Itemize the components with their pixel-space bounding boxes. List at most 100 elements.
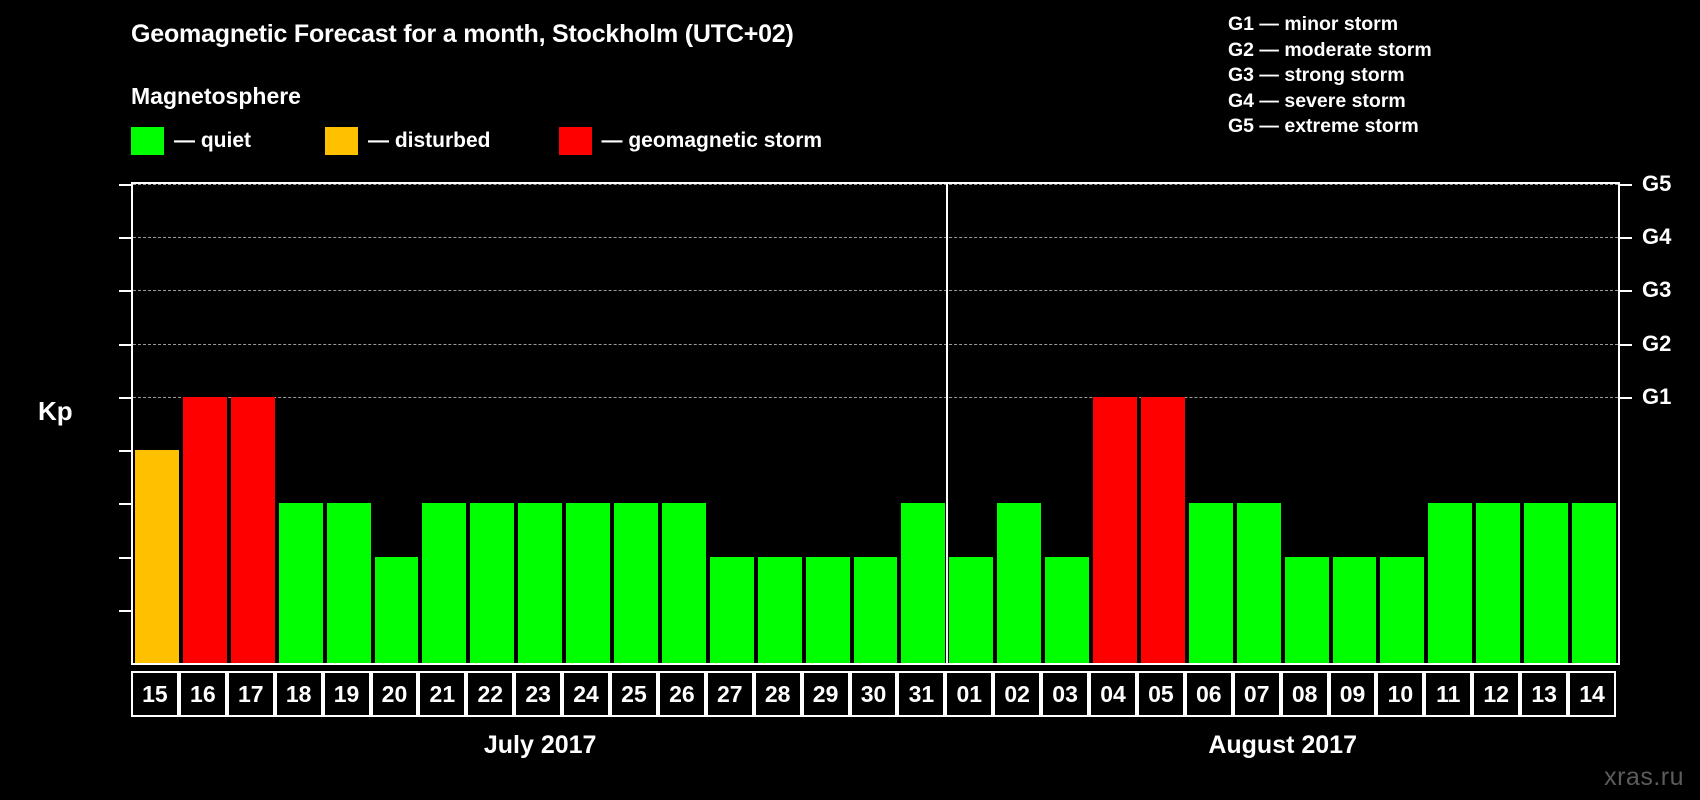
page-title: Geomagnetic Forecast for a month, Stockh… (131, 20, 794, 48)
gscale-line-g5: G5 — extreme storm (1228, 115, 1419, 137)
date-label-25[interactable]: 25 (610, 671, 658, 717)
date-label-21[interactable]: 21 (418, 671, 467, 717)
x-axis-date-labels: 15 16 17 18 19 20 21 22 23 24 25 26 27 28 29 30 31 01 02 03… (131, 671, 1620, 717)
magnetosphere-heading: Magnetosphere (131, 83, 301, 109)
g-tick-label-g1: G1 (1642, 383, 1672, 409)
bar-23[interactable] (518, 503, 563, 663)
bar-16[interactable] (182, 396, 227, 663)
date-label-29[interactable]: 29 (801, 671, 850, 717)
bar-27[interactable] (709, 556, 754, 663)
bar-02[interactable] (997, 503, 1042, 663)
chart-plot-area (131, 182, 1620, 665)
legend-item-storm: — geomagnetic storm (558, 126, 823, 156)
date-label-06[interactable]: 06 (1184, 671, 1233, 717)
gscale-line-g4: G4 — severe storm (1228, 89, 1406, 112)
bar-04[interactable] (1093, 396, 1137, 663)
date-label-20[interactable]: 20 (370, 671, 419, 717)
bar-24[interactable] (566, 503, 611, 663)
date-label-01[interactable]: 01 (945, 671, 994, 717)
date-label-26[interactable]: 26 (657, 671, 706, 717)
legend-item-disturbed: — disturbed (325, 126, 491, 156)
date-label-11[interactable]: 11 (1424, 671, 1473, 717)
y-tick-mark-2 (119, 556, 131, 559)
bar-09[interactable] (1332, 556, 1377, 663)
date-label-13[interactable]: 13 (1520, 671, 1569, 717)
date-label-15[interactable]: 15 (131, 671, 179, 717)
gscale-legend: G1 — minor storm G2 — moderate storm G3 … (1228, 12, 1432, 140)
date-label-18[interactable]: 18 (274, 671, 323, 717)
gridline-kp-7 (133, 290, 1618, 292)
bar-03[interactable] (1045, 556, 1090, 663)
date-label-31[interactable]: 31 (897, 671, 946, 717)
month-label-july: July 2017 (483, 731, 597, 759)
legend-label-storm: — geomagnetic storm (601, 129, 823, 152)
date-label-17[interactable]: 17 (226, 671, 275, 717)
bar-11[interactable] (1428, 503, 1473, 663)
g-tick-mark-g5 (1620, 184, 1632, 186)
bar-06[interactable] (1188, 503, 1233, 663)
g-tick-label-g4: G4 (1642, 224, 1672, 250)
bar-series (133, 184, 1618, 663)
bar-20[interactable] (374, 556, 419, 663)
site-watermark: xras.ru (1604, 763, 1684, 791)
bar-30[interactable] (853, 556, 898, 663)
date-label-02[interactable]: 02 (993, 671, 1042, 717)
bar-21[interactable] (422, 503, 467, 663)
g-tick-mark-g3 (1620, 290, 1632, 293)
bar-08[interactable] (1284, 556, 1329, 663)
date-label-12[interactable]: 12 (1472, 671, 1521, 717)
y-tick-mark-1 (119, 609, 131, 612)
date-label-03[interactable]: 03 (1041, 671, 1090, 717)
date-label-08[interactable]: 08 (1280, 671, 1329, 717)
bar-29[interactable] (805, 556, 850, 663)
legend-item-quiet: — quiet (131, 126, 251, 156)
bar-13[interactable] (1524, 503, 1569, 663)
gscale-line-g3: G3 — strong storm (1228, 64, 1405, 86)
bar-12[interactable] (1476, 503, 1521, 663)
date-label-09[interactable]: 09 (1328, 671, 1377, 717)
bar-05[interactable] (1140, 396, 1185, 663)
bar-22[interactable] (470, 503, 515, 663)
bar-31[interactable] (901, 503, 946, 663)
date-label-28[interactable]: 28 (753, 671, 802, 717)
bar-07[interactable] (1236, 503, 1281, 663)
date-label-19[interactable]: 19 (322, 671, 371, 717)
date-label-16[interactable]: 16 (178, 671, 227, 717)
g-tick-mark-g2 (1620, 343, 1632, 346)
bar-14[interactable] (1572, 503, 1616, 663)
date-label-05[interactable]: 05 (1136, 671, 1185, 717)
gscale-line-g1: G1 — minor storm (1228, 13, 1399, 35)
g-tick-label-g3: G3 (1642, 277, 1672, 303)
date-label-04[interactable]: 04 (1089, 671, 1137, 717)
magnetosphere-legend: — quiet — disturbed — geomagnetic storm (131, 126, 822, 156)
date-label-23[interactable]: 23 (514, 671, 563, 717)
bar-19[interactable] (326, 503, 371, 663)
g-tick-label-g2: G2 (1642, 330, 1672, 356)
gridline-kp-5 (133, 396, 1618, 398)
bar-28[interactable] (757, 556, 802, 663)
bar-01[interactable] (949, 556, 994, 663)
g-tick-mark-g4 (1620, 237, 1632, 240)
legend-swatch-quiet (131, 127, 164, 155)
date-label-30[interactable]: 30 (849, 671, 898, 717)
y-tick-mark-7 (119, 290, 131, 293)
date-label-07[interactable]: 07 (1232, 671, 1281, 717)
bar-17[interactable] (230, 396, 275, 663)
month-label-august: August 2017 (1208, 731, 1358, 759)
y-tick-mark-3 (119, 503, 131, 506)
gscale-line-g2: G2 — moderate storm (1228, 38, 1432, 61)
bar-26[interactable] (661, 503, 706, 663)
g-tick-label-g5: G5 (1642, 171, 1672, 196)
bar-10[interactable] (1380, 556, 1425, 663)
bar-15[interactable] (135, 450, 179, 663)
legend-label-disturbed: — disturbed (368, 129, 491, 152)
date-label-22[interactable]: 22 (466, 671, 515, 717)
date-label-27[interactable]: 27 (705, 671, 754, 717)
y-tick-mark-9 (119, 184, 131, 186)
date-label-10[interactable]: 10 (1376, 671, 1425, 717)
date-label-14[interactable]: 14 (1568, 671, 1616, 717)
date-label-24[interactable]: 24 (562, 671, 611, 717)
legend-label-quiet: — quiet (174, 129, 251, 152)
bar-25[interactable] (614, 503, 658, 663)
bar-18[interactable] (278, 503, 323, 663)
